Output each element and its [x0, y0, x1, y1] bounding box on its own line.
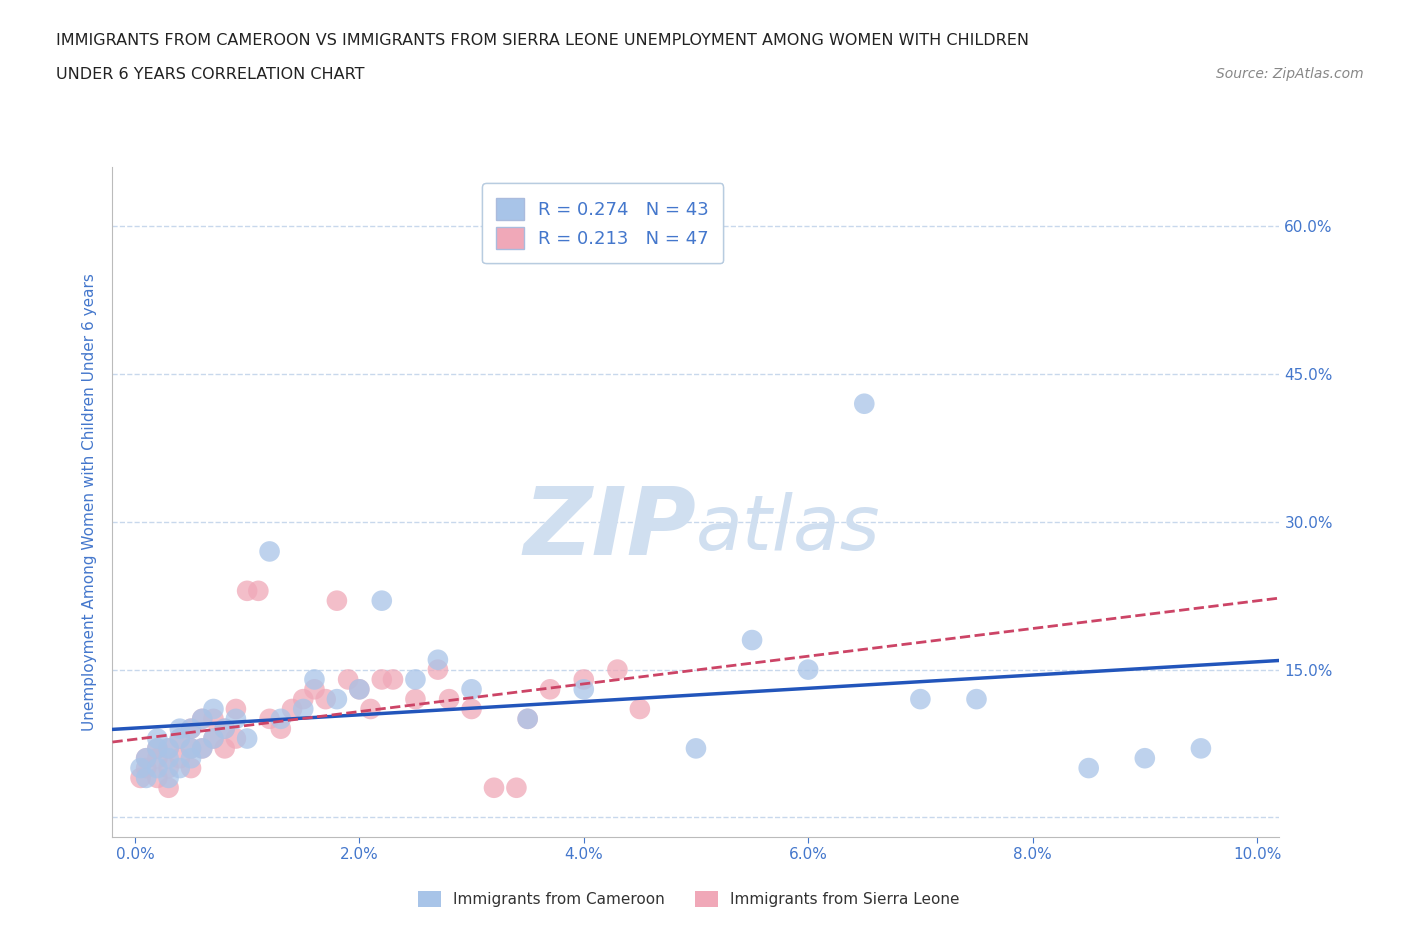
Point [259, 544, 281, 559]
Point [180, 751, 202, 765]
Point [482, 780, 505, 795]
Point [247, 583, 270, 598]
Point [326, 593, 349, 608]
Point [202, 711, 225, 726]
Point [191, 741, 214, 756]
Text: ZIP: ZIP [523, 483, 696, 575]
Text: atlas: atlas [696, 492, 880, 566]
Point [214, 722, 236, 737]
Point [628, 701, 651, 716]
Text: Source: ZipAtlas.com: Source: ZipAtlas.com [1216, 67, 1364, 81]
Point [157, 741, 180, 756]
Point [157, 780, 180, 795]
Point [270, 711, 292, 726]
Point [169, 731, 191, 746]
Point [146, 741, 169, 756]
Point [404, 692, 426, 707]
Point [180, 741, 202, 756]
Legend: Immigrants from Cameroon, Immigrants from Sierra Leone: Immigrants from Cameroon, Immigrants fro… [412, 884, 966, 913]
Point [135, 751, 157, 765]
Point [191, 711, 214, 726]
Point [685, 741, 707, 756]
Point [129, 761, 152, 776]
Point [236, 583, 259, 598]
Point [214, 741, 236, 756]
Point [259, 711, 281, 726]
Point [337, 672, 360, 687]
Point [157, 770, 180, 785]
Point [349, 682, 371, 697]
Point [966, 692, 988, 707]
Point [315, 692, 337, 707]
Text: IMMIGRANTS FROM CAMEROON VS IMMIGRANTS FROM SIERRA LEONE UNEMPLOYMENT AMONG WOME: IMMIGRANTS FROM CAMEROON VS IMMIGRANTS F… [56, 33, 1029, 47]
Point [460, 701, 482, 716]
Point [169, 751, 191, 765]
Point [382, 672, 405, 687]
Point [191, 741, 214, 756]
Point [135, 761, 157, 776]
Point [202, 731, 225, 746]
Point [214, 722, 236, 737]
Point [516, 711, 538, 726]
Point [180, 722, 202, 737]
Point [371, 593, 394, 608]
Point [460, 682, 482, 697]
Point [304, 682, 326, 697]
Point [349, 682, 371, 697]
Point [135, 751, 157, 765]
Point [437, 692, 460, 707]
Point [910, 692, 932, 707]
Point [797, 662, 820, 677]
Point [572, 672, 595, 687]
Point [1189, 741, 1212, 756]
Point [169, 761, 191, 776]
Point [360, 701, 382, 716]
Point [426, 652, 449, 667]
Point [538, 682, 561, 697]
Point [135, 770, 157, 785]
Point [191, 711, 214, 726]
Point [326, 692, 349, 707]
Point [180, 741, 202, 756]
Point [146, 770, 169, 785]
Point [1077, 761, 1099, 776]
Point [516, 711, 538, 726]
Point [157, 761, 180, 776]
Point [146, 751, 169, 765]
Point [1133, 751, 1156, 765]
Point [236, 731, 259, 746]
Y-axis label: Unemployment Among Women with Children Under 6 years: Unemployment Among Women with Children U… [82, 273, 97, 731]
Point [202, 701, 225, 716]
Point [129, 770, 152, 785]
Point [225, 711, 247, 726]
Point [157, 741, 180, 756]
Point [853, 396, 876, 411]
Legend: R = 0.274   N = 43, R = 0.213   N = 47: R = 0.274 N = 43, R = 0.213 N = 47 [482, 183, 723, 263]
Point [741, 632, 763, 647]
Point [292, 701, 315, 716]
Point [146, 741, 169, 756]
Point [426, 662, 449, 677]
Point [180, 722, 202, 737]
Point [304, 672, 326, 687]
Point [146, 731, 169, 746]
Point [169, 731, 191, 746]
Point [371, 672, 394, 687]
Text: UNDER 6 YEARS CORRELATION CHART: UNDER 6 YEARS CORRELATION CHART [56, 67, 364, 82]
Point [225, 701, 247, 716]
Point [202, 731, 225, 746]
Point [572, 682, 595, 697]
Point [292, 692, 315, 707]
Point [281, 701, 304, 716]
Point [157, 751, 180, 765]
Point [180, 761, 202, 776]
Point [606, 662, 628, 677]
Point [169, 722, 191, 737]
Point [146, 761, 169, 776]
Point [505, 780, 527, 795]
Point [270, 722, 292, 737]
Point [404, 672, 426, 687]
Point [225, 731, 247, 746]
